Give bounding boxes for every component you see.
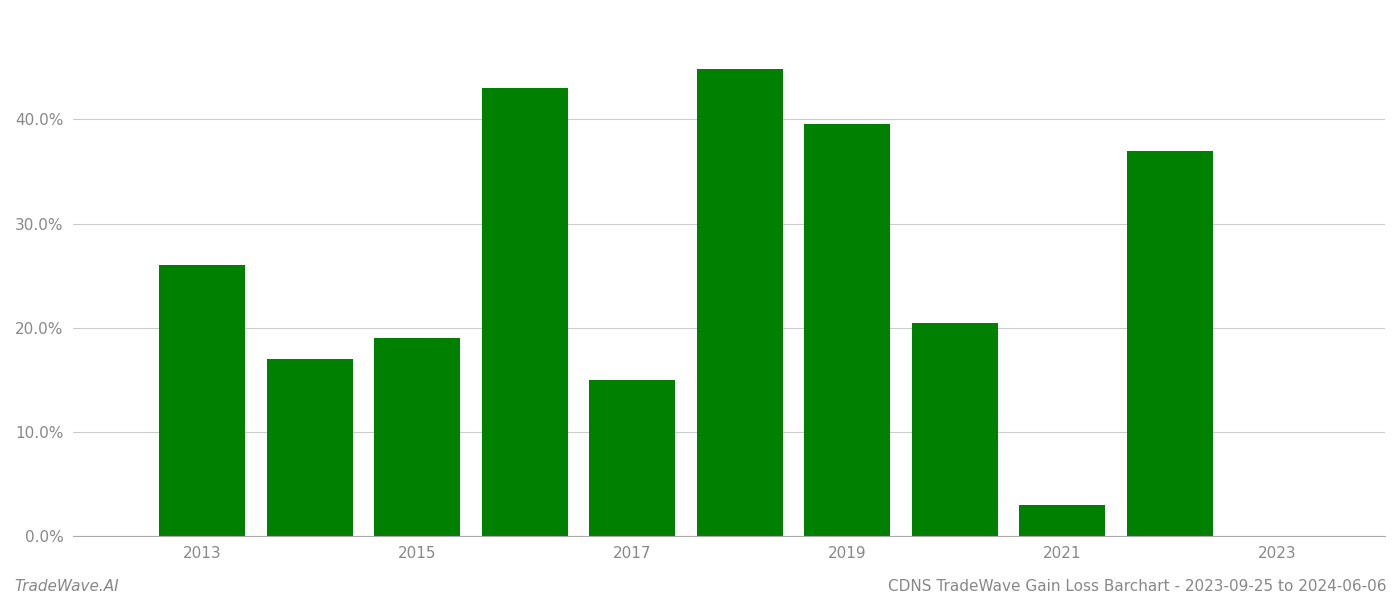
Bar bbox=[1127, 151, 1212, 536]
Bar bbox=[374, 338, 461, 536]
Bar bbox=[697, 69, 783, 536]
Bar bbox=[805, 124, 890, 536]
Bar bbox=[1019, 505, 1106, 536]
Bar bbox=[160, 265, 245, 536]
Bar bbox=[482, 88, 568, 536]
Text: CDNS TradeWave Gain Loss Barchart - 2023-09-25 to 2024-06-06: CDNS TradeWave Gain Loss Barchart - 2023… bbox=[888, 579, 1386, 594]
Bar bbox=[911, 323, 998, 536]
Bar bbox=[267, 359, 353, 536]
Text: TradeWave.AI: TradeWave.AI bbox=[14, 579, 119, 594]
Bar bbox=[589, 380, 675, 536]
